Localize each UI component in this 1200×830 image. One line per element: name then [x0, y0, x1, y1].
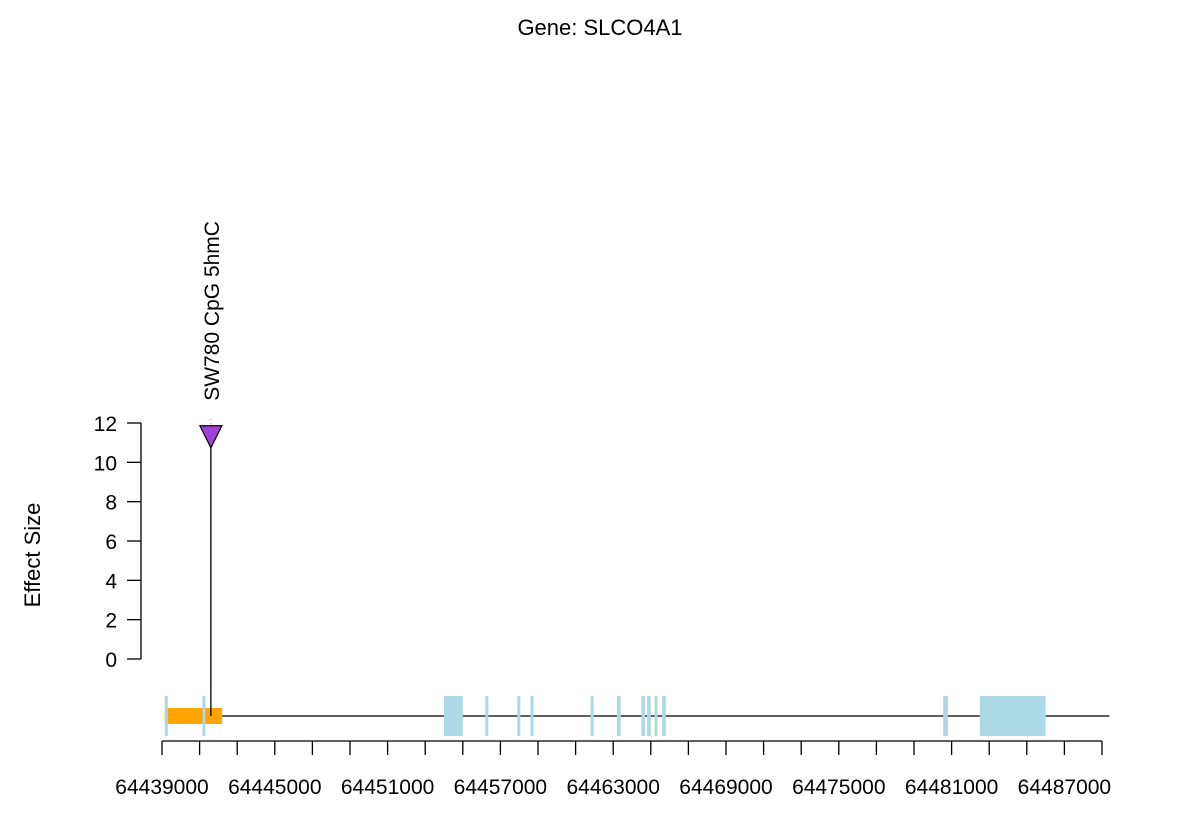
point-marker: [198, 425, 223, 450]
y-tick-label: 8: [105, 492, 117, 515]
exon-block: [202, 696, 206, 736]
exon-block: [164, 696, 168, 736]
exon-block: [654, 696, 658, 736]
exon-block: [647, 696, 651, 736]
x-tick-label: 64475000: [792, 776, 885, 799]
y-tick-label: 12: [94, 413, 117, 436]
y-axis-label: Effect Size: [20, 503, 45, 608]
x-tick-label: 64439000: [115, 776, 208, 799]
x-axis: 64439000 64445000 64451000 64457000 64463000…: [115, 740, 1111, 799]
x-tick-label: 64445000: [228, 776, 321, 799]
exon-block: [530, 696, 534, 736]
exon-block: [979, 696, 1046, 736]
chart-title: Gene: SLCO4A1: [517, 15, 682, 40]
exon-block: [662, 696, 666, 736]
exon-block: [485, 696, 489, 736]
y-tick-label: 4: [105, 570, 117, 593]
points-layer: SW780 CpG 5hmC: [198, 221, 224, 716]
x-tick-label: 64457000: [454, 776, 547, 799]
point-label: SW780 CpG 5hmC: [201, 221, 224, 401]
exon-block: [590, 696, 594, 736]
y-tick-label: 6: [105, 531, 117, 554]
exon-block: [641, 696, 646, 736]
x-tick-label: 64463000: [566, 776, 659, 799]
utr-block: [164, 708, 223, 724]
exon-block: [943, 696, 948, 736]
exon-block: [517, 696, 521, 736]
x-tick-label: 64481000: [905, 776, 998, 799]
x-tick-label: 64451000: [341, 776, 434, 799]
exon-block: [616, 696, 621, 736]
y-tick-label: 0: [105, 649, 117, 672]
y-tick-label: 10: [94, 452, 117, 475]
exon-block: [444, 696, 463, 736]
x-tick-label: 64469000: [679, 776, 772, 799]
x-tick-label: 64487000: [1018, 776, 1111, 799]
y-tick-label: 2: [105, 610, 117, 633]
y-axis: 0 2 4 6 8 10 12: [94, 413, 142, 672]
gene-track: [164, 696, 1110, 736]
